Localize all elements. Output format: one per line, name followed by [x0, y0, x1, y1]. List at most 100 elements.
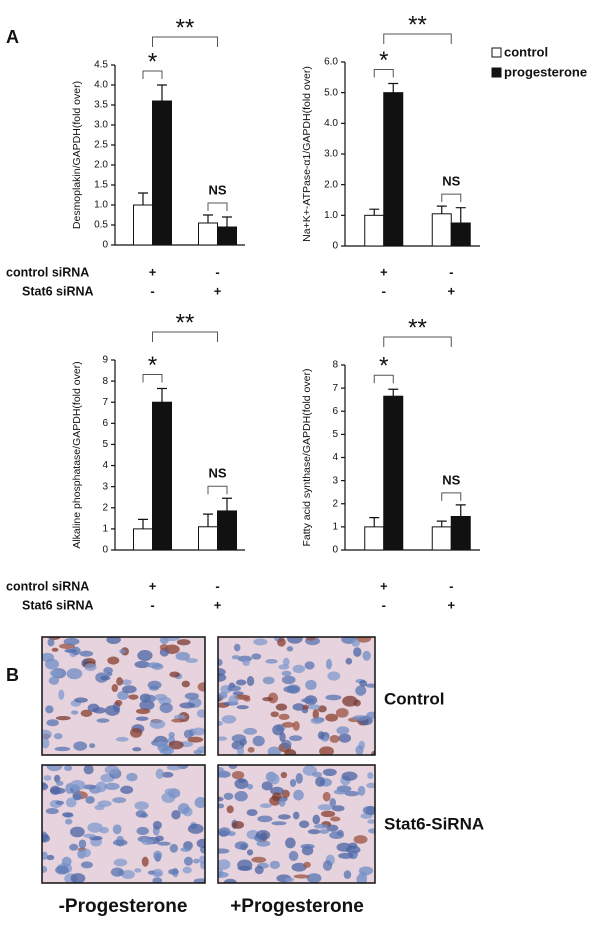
treatment-sign: +: [149, 264, 157, 279]
cell: [281, 670, 292, 677]
cell: [163, 637, 180, 642]
error-bar: [157, 387, 167, 403]
cell: [104, 782, 120, 790]
cell: [128, 694, 139, 700]
cell: [115, 736, 129, 742]
cell: [319, 746, 334, 755]
cell: [106, 672, 113, 677]
cell: [262, 697, 273, 702]
cell: [305, 679, 317, 691]
cell: [169, 671, 180, 678]
cell: [301, 698, 315, 703]
cell: [359, 680, 368, 687]
y-tick-label: 6.0: [324, 57, 338, 68]
bar: [431, 526, 452, 551]
cell: [159, 702, 173, 714]
cell: [182, 866, 192, 874]
cell: [84, 663, 97, 671]
cell: [192, 727, 205, 736]
cell: [65, 818, 73, 825]
cell: [179, 702, 196, 709]
cell: [233, 643, 241, 652]
cell: [352, 715, 368, 721]
cell: [70, 710, 79, 715]
cell: [355, 745, 364, 755]
cell: [42, 866, 48, 873]
cell: [228, 765, 238, 770]
cell: [234, 841, 249, 850]
panel-label: B: [6, 665, 19, 685]
y-tick-label: 5: [102, 439, 108, 450]
cell: [46, 765, 63, 772]
significance-label: NS: [208, 466, 226, 481]
cell: [289, 778, 297, 788]
y-tick-label: 0.5: [94, 220, 108, 231]
y-tick-label: 3.0: [94, 120, 108, 131]
cell: [226, 805, 234, 814]
cell: [183, 729, 194, 739]
micrograph: [41, 764, 206, 884]
cell: [243, 727, 258, 735]
cell: [246, 783, 254, 790]
cell: [281, 675, 296, 685]
cell: [288, 850, 299, 862]
cell: [342, 695, 358, 707]
treatment-sign: +: [380, 264, 388, 279]
significance-label: **: [176, 309, 195, 336]
y-tick-label: 1.0: [324, 210, 338, 221]
cell: [317, 804, 333, 811]
cell: [218, 720, 224, 727]
cell: [117, 690, 129, 700]
cell: [293, 874, 310, 879]
error-bar: [436, 520, 447, 527]
cell: [320, 810, 336, 818]
cell: [107, 656, 120, 665]
significance-label: **: [176, 14, 195, 41]
cell: [231, 655, 241, 660]
cell: [81, 848, 91, 858]
cell: [155, 768, 164, 779]
cell: [325, 713, 339, 722]
treatment-sign: -: [449, 264, 453, 279]
cell: [54, 746, 71, 752]
error-bar: [222, 216, 232, 227]
cell: [55, 716, 71, 721]
cell: [357, 785, 366, 796]
cell: [121, 685, 137, 694]
cell: [319, 829, 330, 834]
cell: [237, 859, 253, 871]
cell: [283, 685, 300, 693]
cell: [269, 773, 280, 785]
image-frame: [217, 636, 376, 756]
cell: [252, 735, 265, 747]
cell: [193, 878, 205, 883]
treatment-label: Stat6 siRNA: [22, 284, 94, 298]
error-bar: [388, 388, 399, 397]
cell: [227, 685, 241, 692]
cell: [367, 819, 375, 824]
cell: [139, 699, 155, 711]
cell: [218, 796, 224, 802]
treatment-sign: -: [150, 597, 154, 612]
cell: [275, 703, 288, 711]
cell: [329, 831, 345, 840]
cell: [180, 847, 191, 852]
y-tick-label: 4.0: [324, 118, 338, 129]
cell: [71, 646, 81, 656]
cell: [79, 650, 94, 657]
cell: [46, 854, 55, 861]
cell: [176, 639, 191, 646]
cell: [322, 791, 331, 802]
cell: [119, 649, 126, 654]
cell: [74, 697, 88, 703]
cell: [338, 852, 354, 859]
error-bar: [203, 214, 213, 223]
y-tick-label: 0: [102, 545, 108, 556]
cell: [218, 803, 225, 809]
cell: [196, 838, 205, 849]
bracket: [207, 202, 228, 211]
cell: [344, 790, 360, 797]
bracket: [441, 193, 462, 203]
cell: [271, 821, 287, 826]
cell: [365, 683, 375, 688]
